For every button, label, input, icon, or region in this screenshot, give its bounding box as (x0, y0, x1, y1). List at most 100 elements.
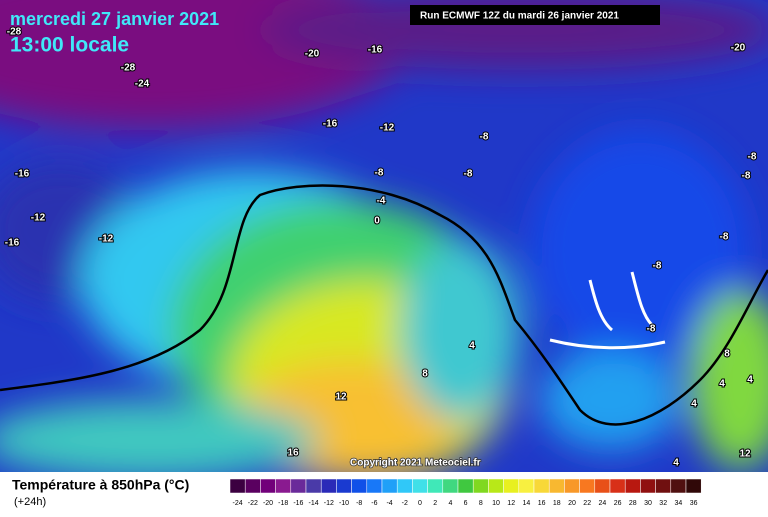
run-box (410, 5, 660, 25)
color-swatch (366, 478, 383, 494)
scale-label: -8 (356, 500, 362, 507)
color-swatch (488, 478, 504, 494)
contour-label: -12 (380, 123, 395, 134)
contour-label: -28 (7, 27, 22, 38)
contour-label: -12 (31, 213, 46, 224)
color-swatch (655, 478, 672, 494)
contour-label: 16 (287, 448, 299, 459)
contour-label: 8 (724, 349, 730, 360)
legend-title: Température à 850hPa (°C) (12, 477, 189, 493)
scale-label: -24 (233, 500, 243, 507)
color-swatch (351, 478, 368, 494)
scale-label: 22 (583, 500, 591, 507)
scale-label: -20 (263, 500, 273, 507)
scale-label: -22 (248, 500, 258, 507)
contour-label: -28 (121, 63, 136, 74)
contour-label: -16 (368, 45, 383, 56)
scale-label: 6 (464, 500, 468, 507)
color-swatch (275, 478, 292, 494)
contour-label: 12 (335, 392, 347, 403)
contour-label: -24 (135, 79, 150, 90)
color-swatch (457, 478, 474, 494)
scale-label: -12 (324, 500, 334, 507)
color-swatch (396, 478, 413, 494)
contour-labels: -28 -20 -16 -20 -28 -24 -16 -12 -8 -16 -8 -8 -8 -8 -4 0… (4, 26, 758, 470)
contour-label: -16 (323, 119, 338, 130)
contour-label: 4 (747, 375, 753, 386)
temperature-field (0, 0, 768, 480)
scale-label: 20 (568, 500, 576, 507)
contour-label: -20 (731, 43, 746, 54)
scale-label: 32 (659, 500, 667, 507)
contour-label: -16 (5, 238, 20, 249)
time-title: 13:00 locale (10, 34, 129, 57)
color-swatch (685, 478, 702, 494)
contour-label: 4 (691, 399, 697, 410)
date-title: mercredi 27 janvier 2021 (10, 9, 219, 29)
color-swatch (336, 478, 352, 494)
contour-label: -8 (653, 261, 662, 272)
scale-label: 28 (629, 500, 637, 507)
scale-label: 0 (418, 500, 422, 507)
scale-label: -4 (386, 500, 392, 507)
scale-label: 8 (479, 500, 483, 507)
scale-label: 18 (553, 500, 561, 507)
contour-label: -20 (305, 49, 320, 60)
contour-label: -8 (480, 132, 489, 143)
contour-label: -8 (464, 169, 473, 180)
color-swatch (442, 478, 459, 494)
scale-label: 36 (690, 500, 698, 507)
scale-label: -2 (402, 500, 408, 507)
scale-label: -14 (309, 500, 319, 507)
copyright: Copyright 2021 Meteociel.fr (350, 458, 481, 469)
scale-label: 34 (675, 500, 683, 507)
contour-label: 12 (739, 449, 751, 460)
contour-label: -4 (377, 196, 386, 207)
contour-label: 4 (719, 379, 725, 390)
scale-label: 10 (492, 500, 500, 507)
color-swatch (427, 478, 444, 494)
color-swatch (229, 478, 246, 494)
contour-label: -8 (742, 171, 751, 182)
scale-label: 30 (644, 500, 652, 507)
color-swatch (290, 478, 307, 494)
color-scale: -24 -22 -20 -18 -16 -14 -12 -10 -8 -6 -4 -2 0 2 4 6 8 10 1… (229, 478, 702, 507)
color-swatch (564, 478, 580, 494)
color-swatch (381, 478, 398, 494)
contour-label: 4 (673, 458, 679, 469)
scale-label: 26 (614, 500, 622, 507)
contour-label: -8 (720, 232, 729, 243)
contour-label: -16 (15, 169, 30, 180)
color-swatch (579, 478, 596, 494)
contour-label: 4 (469, 341, 475, 352)
color-swatch (548, 478, 565, 494)
color-swatch (503, 478, 520, 494)
contour-label: -8 (748, 152, 757, 163)
contour-label: -8 (647, 324, 656, 335)
scale-label: 16 (538, 500, 546, 507)
color-swatch (533, 478, 550, 494)
color-swatch (609, 478, 626, 494)
scale-label: 12 (507, 500, 515, 507)
scale-label: -18 (278, 500, 288, 507)
color-swatch (670, 478, 687, 494)
color-swatch (594, 478, 611, 494)
contour-label: -8 (375, 168, 384, 179)
color-swatch (244, 478, 261, 494)
color-swatch (305, 478, 322, 494)
color-swatch (412, 478, 428, 494)
scale-label: -6 (371, 500, 377, 507)
scale-label: 2 (433, 500, 437, 507)
run-label: Run ECMWF 12Z du mardi 26 janvier 2021 (420, 11, 619, 22)
scale-label: 14 (523, 500, 531, 507)
contour-label: -12 (99, 234, 114, 245)
color-swatch (518, 478, 535, 494)
color-swatch (260, 478, 276, 494)
scale-label: -16 (293, 500, 303, 507)
scale-label: -10 (339, 500, 349, 507)
legend-subtitle: (+24h) (14, 496, 46, 508)
color-swatch (320, 478, 337, 494)
scale-label: 24 (599, 500, 607, 507)
contour-label: 8 (422, 369, 428, 380)
